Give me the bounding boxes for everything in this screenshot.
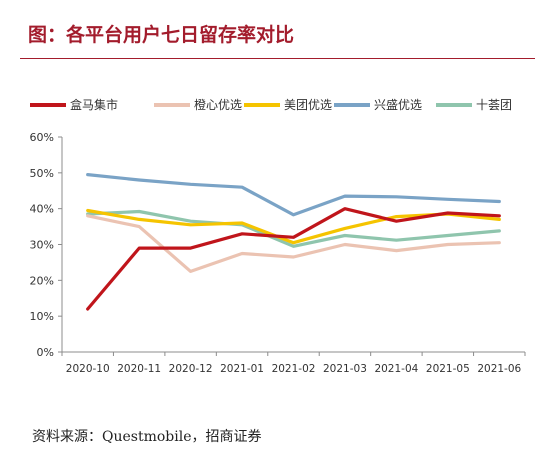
legend-label: 美团优选 xyxy=(284,98,333,112)
legend-label: 十荟团 xyxy=(476,98,513,112)
legend-item: 橙心优选 xyxy=(154,96,242,113)
x-tick-label: 2021-02 xyxy=(272,363,316,375)
legend-swatch xyxy=(436,102,472,107)
series-line-1 xyxy=(86,207,501,311)
x-tick-label: 2020-11 xyxy=(117,363,161,375)
x-tick-label: 2021-03 xyxy=(323,363,367,375)
legend-item: 十荟团 xyxy=(436,96,512,113)
x-tick-label: 2021-04 xyxy=(374,363,418,375)
x-tick-label: 2021-06 xyxy=(477,363,521,375)
x-tick-label: 2020-10 xyxy=(66,363,110,375)
y-tick-label: 30% xyxy=(30,239,54,252)
x-tick-label: 2021-05 xyxy=(426,363,470,375)
legend-item: 美团优选 xyxy=(244,96,332,113)
y-tick-label: 0% xyxy=(37,346,54,359)
source-note: 资料来源：Questmobile，招商证券 xyxy=(32,429,262,445)
legend-swatch xyxy=(334,102,370,107)
legend-label: 兴盛优选 xyxy=(374,98,423,112)
chart-title: 图：各平台用户七日留存率对比 xyxy=(28,24,295,46)
series-line-4 xyxy=(86,173,501,217)
y-tick-label: 40% xyxy=(30,203,54,216)
series-line-5 xyxy=(86,209,501,248)
y-tick-label: 50% xyxy=(30,167,54,180)
x-tick-label: 2020-12 xyxy=(169,363,213,375)
x-tick-label: 2021-01 xyxy=(220,363,264,375)
y-tick-label: 10% xyxy=(30,310,54,323)
legend-item: 盒马集市 xyxy=(30,96,118,113)
legend-item: 兴盛优选 xyxy=(334,96,422,113)
legend-label: 橙心优选 xyxy=(194,98,243,112)
legend-swatch xyxy=(154,102,190,107)
legend-label: 盒马集市 xyxy=(70,98,119,112)
legend: 盒马集市 橙心优选 美团优选 兴盛优选 十荟团 xyxy=(30,96,530,118)
legend-swatch xyxy=(244,102,280,107)
y-tick-label: 60% xyxy=(30,131,54,144)
legend-swatch xyxy=(30,102,66,107)
series-line-2 xyxy=(86,214,501,273)
title-divider xyxy=(20,58,535,59)
y-tick-label: 20% xyxy=(30,274,54,287)
